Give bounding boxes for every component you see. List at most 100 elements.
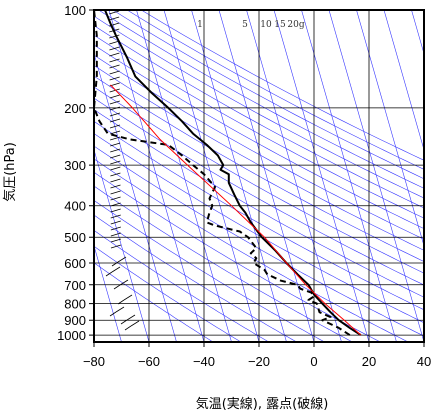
dewpoint-line (94, 10, 351, 336)
x-axis-label: 気温(実線), 露点(破線) (196, 396, 329, 412)
mixing-ratio-label: 1 (197, 20, 203, 30)
y-tick-label: 300 (64, 158, 86, 173)
dry-adiabat-line (94, 214, 297, 342)
y-tick-label: 500 (64, 230, 86, 245)
mixing-ratio-label: 10 (260, 20, 272, 30)
wind-barb (109, 118, 121, 123)
wind-barb (123, 294, 133, 301)
sounding-series (94, 10, 362, 336)
wind-barb (109, 40, 120, 45)
wind-barb (109, 58, 120, 63)
wind-barb (110, 154, 121, 159)
x-tick-label: 40 (417, 354, 431, 369)
x-tick-label: −80 (83, 354, 105, 369)
wind-barb (110, 238, 122, 243)
x-tick-label: 20 (362, 354, 376, 369)
wind-barb (110, 202, 121, 207)
x-tick-label: −20 (248, 354, 270, 369)
wind-barb (110, 190, 121, 195)
wind-barb (110, 220, 121, 225)
isotherm-line (273, 10, 370, 342)
mixing-ratio-labels: 1 5 10 15 20g (197, 20, 305, 30)
isotherm-line (108, 10, 205, 342)
wind-barb (117, 299, 125, 305)
y-tick-label: 100 (64, 3, 86, 18)
dry-adiabat-line (94, 185, 353, 342)
wind-barb (109, 52, 120, 57)
wind-barb (115, 306, 125, 313)
dry-adiabat-line (112, 10, 424, 180)
wind-barb (109, 130, 121, 135)
wind-barb (109, 10, 120, 15)
dry-adiabat-line (94, 133, 424, 324)
y-tick-label: 200 (64, 101, 86, 116)
wind-barb (109, 64, 120, 69)
y-tick-label: 400 (64, 199, 86, 214)
dry-adiabat-line (94, 25, 424, 209)
mixing-ratio-label: 20g (287, 20, 304, 30)
mixing-ratio-label: 5 (242, 20, 248, 30)
wind-barb (110, 226, 121, 231)
isotherm-line (383, 10, 424, 151)
dry-adiabat-line (94, 171, 381, 342)
dry-adiabat-line (94, 145, 424, 337)
isotherm-line (163, 10, 260, 342)
wind-barb (120, 319, 128, 325)
wind-barb (110, 142, 121, 147)
wind-barb (113, 284, 121, 290)
pressure-gridlines (89, 9, 424, 336)
wind-barb (105, 271, 113, 277)
dry-adiabat-line (94, 230, 269, 342)
wind-barb (109, 46, 120, 51)
wind-barbs (105, 10, 140, 331)
dry-adiabat-line (94, 34, 424, 219)
wind-barb (109, 124, 121, 129)
wind-barb (110, 178, 121, 183)
dry-adiabat-line (98, 10, 424, 189)
dry-adiabat-line (94, 262, 214, 342)
y-tick-label: 600 (64, 256, 86, 271)
wind-barb (117, 256, 127, 263)
y-axis-label: 気圧(hPa) (2, 142, 18, 202)
y-tick-label: 1000 (57, 328, 86, 343)
wind-barb (109, 88, 120, 93)
mixing-ratio-label: 15 (274, 20, 286, 30)
dry-adiabat-line (94, 199, 325, 342)
wind-barb (109, 16, 120, 21)
isotherm-line (136, 10, 232, 342)
wind-barb (109, 76, 120, 81)
dry-adiabat-line (94, 15, 424, 199)
isotherm-line (94, 244, 122, 342)
x-tick-label: −40 (193, 354, 215, 369)
dry-adiabat-line (141, 10, 424, 161)
wind-barb (109, 100, 120, 105)
dry-adiabat-line (94, 86, 424, 274)
wind-barb (110, 214, 121, 219)
wind-barb (126, 314, 136, 321)
wind-barb (109, 34, 120, 39)
wind-barb (110, 160, 121, 165)
dry-adiabat-line (126, 10, 424, 170)
plot-frame (93, 9, 425, 343)
y-tick-label: 900 (64, 313, 86, 328)
wind-barb (109, 94, 120, 99)
dry-adiabat-line (94, 109, 424, 298)
wind-barb (109, 112, 121, 117)
wind-barb (110, 184, 121, 189)
wind-barb (110, 166, 121, 171)
isotherm-line (328, 10, 424, 342)
dry-adiabat-line (94, 158, 409, 342)
x-tick-label: 0 (310, 354, 317, 369)
temperature-line (104, 10, 362, 336)
wind-barb (110, 244, 122, 249)
y-tick-label: 700 (64, 278, 86, 293)
parcel-line (110, 84, 362, 336)
wind-barb (111, 261, 119, 267)
wind-barb (110, 172, 121, 177)
isotherm-line (356, 10, 424, 247)
isotherm-line (301, 10, 397, 342)
wind-barb (110, 148, 121, 153)
wind-barb (109, 106, 120, 111)
